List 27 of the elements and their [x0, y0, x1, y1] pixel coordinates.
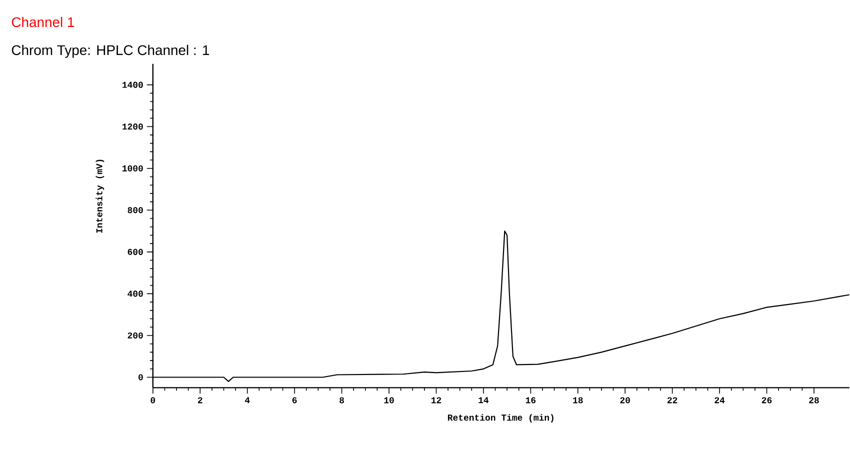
x-tick-label: 20 — [620, 397, 630, 404]
chart-subtitle: Chrom Type: HPLC Channel : 1 — [12, 45, 210, 58]
y-tick-label: 600 — [128, 249, 143, 256]
y-tick-label: 0 — [138, 374, 143, 380]
y-tick-label: 400 — [128, 290, 143, 297]
x-tick-label: 12 — [431, 397, 442, 404]
x-tick-label: 4 — [244, 397, 250, 404]
y-tick-label: 1000 — [122, 166, 143, 172]
y-tick-label: 1400 — [122, 82, 143, 88]
x-tick-label: 10 — [384, 397, 394, 404]
x-tick-label: 8 — [340, 397, 344, 404]
x-tick-label: 16 — [526, 397, 536, 404]
x-tick-label: 22 — [667, 397, 678, 404]
y-tick-label: 800 — [128, 207, 143, 214]
x-tick-label: 0 — [150, 397, 156, 404]
x-tick-label: 26 — [762, 397, 772, 404]
x-axis-title: Retention Time (min) — [448, 414, 554, 423]
x-tick-label: 2 — [198, 397, 202, 404]
x-tick-label: 24 — [714, 397, 725, 404]
y-tick-label: 200 — [128, 332, 143, 339]
x-tick-label: 18 — [573, 397, 583, 404]
x-tick-label: 6 — [292, 397, 297, 404]
x-tick-label: 14 — [478, 397, 489, 404]
chart-title: Channel 1 — [12, 17, 74, 28]
y-axis-title: Intensity (mV) — [96, 160, 104, 233]
x-tick-label: 28 — [809, 397, 819, 404]
y-tick-label: 1200 — [122, 124, 143, 130]
